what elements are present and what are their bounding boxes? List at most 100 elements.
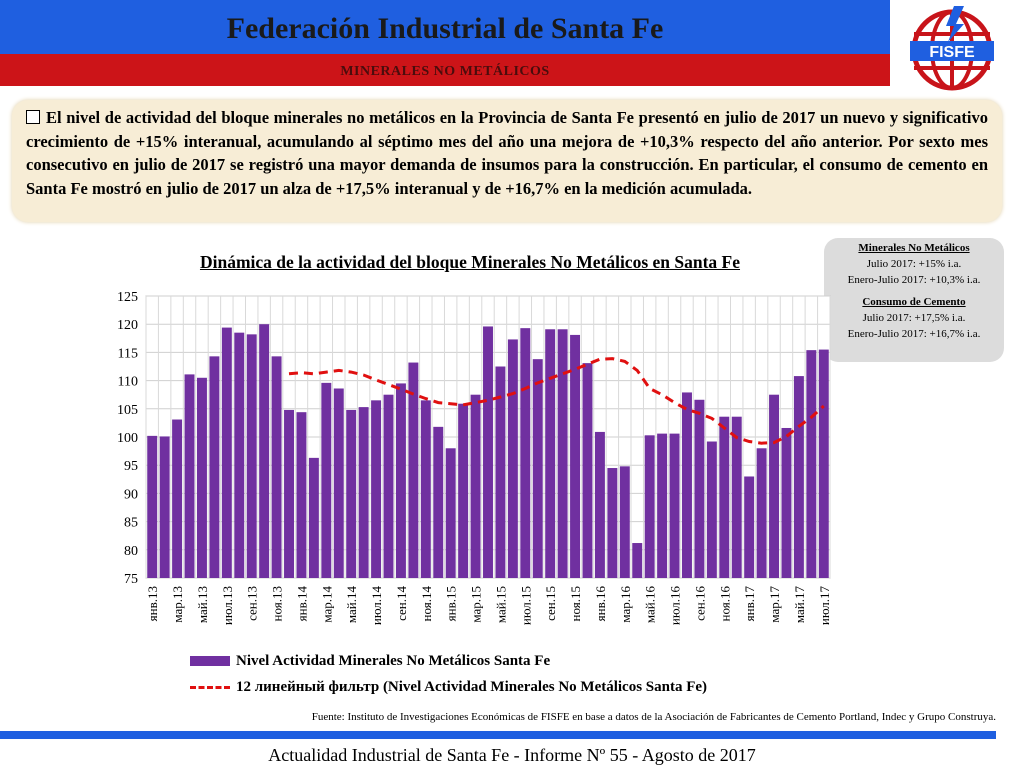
bar — [184, 374, 195, 578]
bar — [507, 339, 518, 578]
bar — [172, 419, 183, 578]
y-tick-label: 105 — [117, 403, 138, 418]
bar — [321, 382, 332, 578]
source-note: Fuente: Instituto de Investigaciones Eco… — [311, 711, 996, 723]
y-tick-label: 120 — [117, 318, 138, 333]
x-tick-label: июл.13 — [220, 586, 235, 625]
summary-text: El nivel de actividad del bloque mineral… — [26, 108, 988, 198]
x-tick-label: янв.14 — [295, 586, 310, 622]
bar — [557, 329, 568, 578]
logo-text: FISFE — [929, 44, 975, 61]
bar — [781, 427, 792, 578]
x-tick-label: янв.13 — [145, 586, 160, 621]
bar — [159, 436, 170, 578]
legend-item-trend: 12 линейный фильтр (Nivel Actividad Mine… — [190, 674, 707, 700]
bar — [769, 394, 780, 578]
x-tick-label: мар.14 — [319, 586, 334, 623]
bar — [358, 407, 369, 578]
bar — [818, 349, 829, 578]
bar — [470, 394, 481, 578]
bar — [284, 409, 294, 578]
bar — [234, 332, 245, 578]
x-tick-label: янв.15 — [444, 586, 459, 621]
bar — [196, 377, 207, 578]
x-tick-label: мар.17 — [767, 586, 782, 623]
bar — [346, 409, 357, 578]
bar — [669, 433, 680, 578]
bar — [420, 400, 431, 578]
bar — [731, 416, 742, 578]
plot-area — [145, 295, 831, 579]
bar — [582, 363, 593, 578]
bar — [259, 324, 270, 578]
legend-item-bars: Nivel Actividad Minerales No Metálicos S… — [190, 648, 707, 674]
bar — [520, 328, 531, 578]
legend-bar-swatch — [190, 656, 230, 666]
y-tick-label: 100 — [117, 431, 138, 446]
bar — [570, 334, 581, 578]
y-tick-label: 85 — [124, 516, 138, 531]
x-tick-label: мар.13 — [170, 586, 185, 623]
bar — [632, 543, 643, 578]
x-tick-label: мар.16 — [618, 586, 633, 623]
y-tick-label: 75 — [124, 572, 138, 587]
bar — [333, 388, 344, 578]
bar — [209, 356, 220, 578]
y-tick-label: 110 — [118, 375, 138, 390]
header-red-band — [0, 54, 890, 86]
y-tick-label: 115 — [118, 346, 138, 361]
bar — [408, 362, 419, 578]
x-tick-label: сен.13 — [245, 586, 260, 621]
bar — [644, 435, 655, 578]
legend-bar-label: Nivel Actividad Minerales No Metálicos S… — [236, 652, 551, 669]
x-tick-label: ноя.14 — [419, 586, 434, 622]
x-tick-label: янв.17 — [742, 586, 757, 622]
bar — [246, 334, 257, 578]
bar — [682, 392, 692, 578]
x-tick-label: июл.14 — [369, 586, 384, 626]
bar — [495, 366, 506, 578]
y-tick-label: 95 — [124, 459, 138, 474]
x-tick-label: сен.15 — [543, 586, 558, 621]
bar — [694, 399, 705, 578]
bar — [594, 431, 605, 578]
bar — [271, 356, 282, 578]
legend-line-label: 12 линейный фильтр (Nivel Actividad Mine… — [236, 678, 708, 695]
bar — [371, 400, 382, 578]
bar — [308, 457, 319, 578]
x-tick-label: ноя.16 — [717, 586, 732, 622]
trend-line — [288, 357, 825, 445]
bar — [296, 412, 307, 578]
footer-text: Actualidad Industrial de Santa Fe - Info… — [268, 745, 756, 765]
bar — [706, 441, 717, 578]
bar — [445, 448, 456, 578]
bar — [395, 383, 406, 578]
legend-line-swatch — [190, 685, 230, 689]
bar — [793, 376, 804, 578]
bar — [545, 329, 556, 578]
header-blue-band — [0, 0, 890, 54]
bar — [806, 350, 817, 578]
x-tick-label: ноя.13 — [270, 586, 285, 621]
x-tick-label: мар.15 — [469, 586, 484, 623]
x-tick-label: сен.16 — [692, 586, 707, 621]
bar — [147, 435, 158, 578]
x-tick-label: май.17 — [792, 586, 807, 624]
info-minerales-ytd: Enero-Julio 2017: +10,3% i.a. — [847, 274, 981, 286]
x-tick-label: май.15 — [493, 586, 508, 623]
info-title-minerales: Minerales No Metálicos — [858, 242, 970, 254]
y-tick-label: 80 — [124, 544, 138, 559]
bar — [607, 468, 618, 578]
x-tick-label: май.14 — [344, 586, 359, 624]
bar — [433, 426, 444, 578]
bar — [719, 416, 730, 578]
bar — [619, 466, 630, 578]
page-title: Federación Industrial de Santa Fe — [226, 12, 664, 45]
bar — [458, 403, 469, 578]
summary-box: El nivel de actividad del bloque mineral… — [12, 100, 1002, 222]
info-box: Minerales No Metálicos Julio 2017: +15% … — [824, 238, 1004, 362]
x-tick-label: ноя.15 — [568, 586, 583, 621]
x-tick-label: июл.16 — [668, 586, 683, 626]
bar — [657, 433, 668, 578]
bar — [756, 448, 767, 578]
